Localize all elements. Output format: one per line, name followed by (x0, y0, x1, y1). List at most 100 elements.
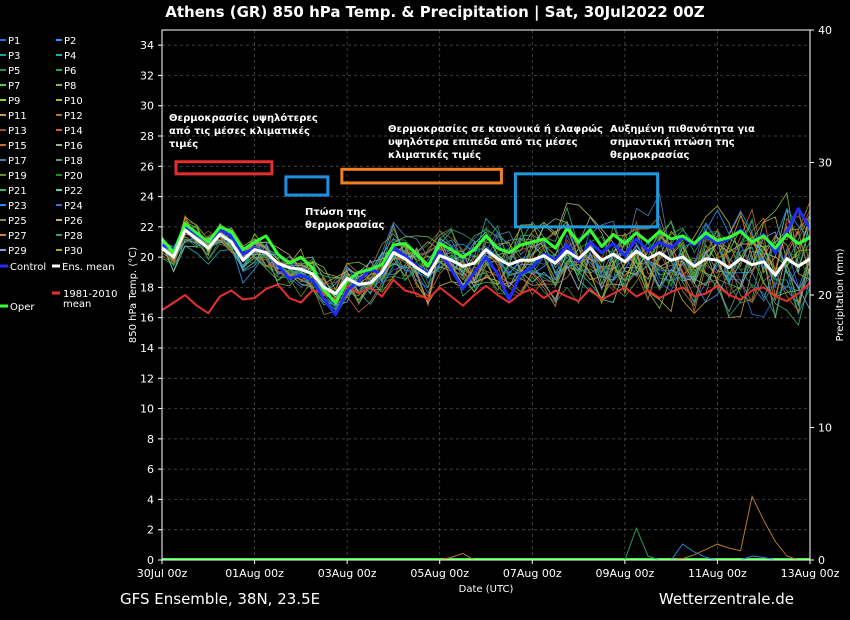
x-tick-label: 07Aug 00z (503, 567, 562, 580)
annotation-text-4: σημαντική πτώση της (610, 136, 735, 148)
legend-label-p12: P12 (64, 111, 83, 122)
annotation-box-3 (340, 167, 503, 185)
y-tick-label: 24 (140, 191, 154, 204)
annotation-box-1 (174, 160, 274, 176)
y-tick-label: 0 (147, 554, 154, 567)
series-line-ens-mean (161, 228, 811, 295)
y-tick-label: 30 (140, 100, 154, 113)
legend-label-p20: P20 (64, 171, 83, 182)
y-tick-label: 26 (140, 160, 154, 173)
legend-label-p7: P7 (8, 81, 20, 92)
y-right-tick-label: 30 (818, 157, 832, 170)
y-tick-label: 8 (147, 433, 154, 446)
legend-label-1981-2010-mean: 1981-2010 mean (63, 289, 118, 310)
annotation-text-4: Αυξημένη πιθανότητα για (610, 123, 755, 135)
footer-model-info: GFS Ensemble, 38N, 23.5E (120, 590, 320, 608)
legend-label-p19: P19 (8, 171, 27, 182)
y-tick-label: 2 (147, 524, 154, 537)
x-tick-label: 05Aug 00z (410, 567, 469, 580)
legend-label-p16: P16 (64, 141, 83, 152)
legend-label-p17: P17 (8, 156, 27, 167)
legend-label-p9: P9 (8, 96, 20, 107)
legend-label-p5: P5 (8, 66, 20, 77)
legend-label-p8: P8 (64, 81, 76, 92)
main-series (160, 207, 812, 317)
annotation-box-4 (513, 172, 660, 229)
legend-label-p2: P2 (64, 36, 76, 47)
precipitation-series (162, 494, 810, 561)
precipitation-line-p14 (162, 494, 810, 561)
legend-label-p6: P6 (64, 66, 76, 77)
legend-label-p14: P14 (64, 126, 83, 137)
legend-label-p29: P29 (8, 246, 27, 257)
legend-label-oper: Oper (10, 302, 35, 313)
series-line-1981-2010-mean (161, 278, 811, 315)
y-tick-label: 22 (140, 221, 154, 234)
y-tick-label: 12 (140, 372, 154, 385)
y-tick-label: 4 (147, 493, 154, 506)
precipitation-line-p26 (162, 526, 810, 561)
x-axis: 30Jul 00z 01Aug 00z 03Aug 00z 05Aug 00z 07Au… (137, 560, 840, 580)
legend-label-p30: P30 (64, 246, 83, 257)
y-tick-label: 20 (140, 251, 154, 264)
footer-source: Wetterzentrale.de (659, 590, 794, 608)
annotation-text-1: τιμές (169, 138, 198, 150)
legend-label-p4: P4 (64, 51, 76, 62)
x-tick-label: 01Aug 00z (225, 567, 284, 580)
y-tick-label: 16 (140, 312, 154, 325)
annotation-text-3: κλιματικές τιμές (388, 149, 481, 161)
y-axis-right: 0 10 20 30 40 (810, 24, 832, 567)
y-axis-label: 850 hPa Temp. (°C) (128, 247, 139, 343)
series-line-oper (160, 222, 811, 305)
annotation-text-1: Θερμοκρασίες υψηλότερες (169, 112, 318, 124)
legend-label-p25: P25 (8, 216, 27, 227)
annotation-text-1: από τις μέσες κλιματικές (169, 125, 310, 137)
annotation-box-2 (284, 175, 330, 197)
legend-label-p26: P26 (64, 216, 83, 227)
y-tick-label: 34 (140, 39, 154, 52)
y-tick-label: 6 (147, 463, 154, 476)
x-tick-label: 13Aug 00z (781, 567, 840, 580)
legend-label-p18: P18 (64, 156, 83, 167)
legend-label-p27: P27 (8, 231, 27, 242)
legend-label-p11: P11 (8, 111, 27, 122)
legend-label-p23: P23 (8, 201, 27, 212)
legend-label-p22: P22 (64, 186, 83, 197)
y-tick-label: 28 (140, 130, 154, 143)
y-right-tick-label: 40 (818, 24, 832, 37)
legend-label-control: Control (10, 262, 46, 273)
legend: P1 P2 P3 P4 P5 P6 P7 P8 P9 P10 P11 P12 P13 P14 P15 P16 P… (0, 36, 118, 313)
annotation-text-3: Θερμοκρασίες σε κανονικά ή ελαφρώς (388, 123, 603, 135)
annotation-text-3: υψηλότερα επιπεδα από τις μέσες (388, 136, 578, 148)
y-tick-label: 10 (140, 403, 154, 416)
legend-label-p28: P28 (64, 231, 83, 242)
legend-label-p15: P15 (8, 141, 27, 152)
legend-label-p1: P1 (8, 36, 20, 47)
y-tick-label: 14 (140, 342, 154, 355)
x-axis-label: Date (UTC) (459, 584, 514, 595)
annotation-text-2: θερμοκρασίας (305, 219, 385, 231)
annotation-text-2: Πτώση της (305, 206, 366, 218)
legend-label-p24: P24 (64, 201, 83, 212)
y-right-tick-label: 10 (818, 422, 832, 435)
x-tick-label: 30Jul 00z (137, 567, 188, 580)
member-line-p28 (161, 214, 811, 318)
x-tick-label: 03Aug 00z (318, 567, 377, 580)
member-line-p21 (161, 206, 811, 327)
chart-title: Athens (GR) 850 hPa Temp. & Precipitatio… (165, 3, 705, 22)
member-line-p30 (161, 215, 811, 305)
y-right-tick-label: 20 (818, 289, 832, 302)
legend-label-p10: P10 (64, 96, 83, 107)
y-right-tick-label: 0 (818, 554, 825, 567)
x-tick-label: 11Aug 00z (688, 567, 747, 580)
legend-label-ens-mean: Ens. mean (62, 262, 115, 273)
member-line-p19 (161, 227, 811, 304)
legend-label-p3: P3 (8, 51, 20, 62)
y-tick-label: 32 (140, 69, 154, 82)
x-tick-label: 09Aug 00z (595, 567, 654, 580)
y-axis-right-label: Precipitation (mm) (835, 248, 846, 341)
legend-label-p21: P21 (8, 186, 27, 197)
